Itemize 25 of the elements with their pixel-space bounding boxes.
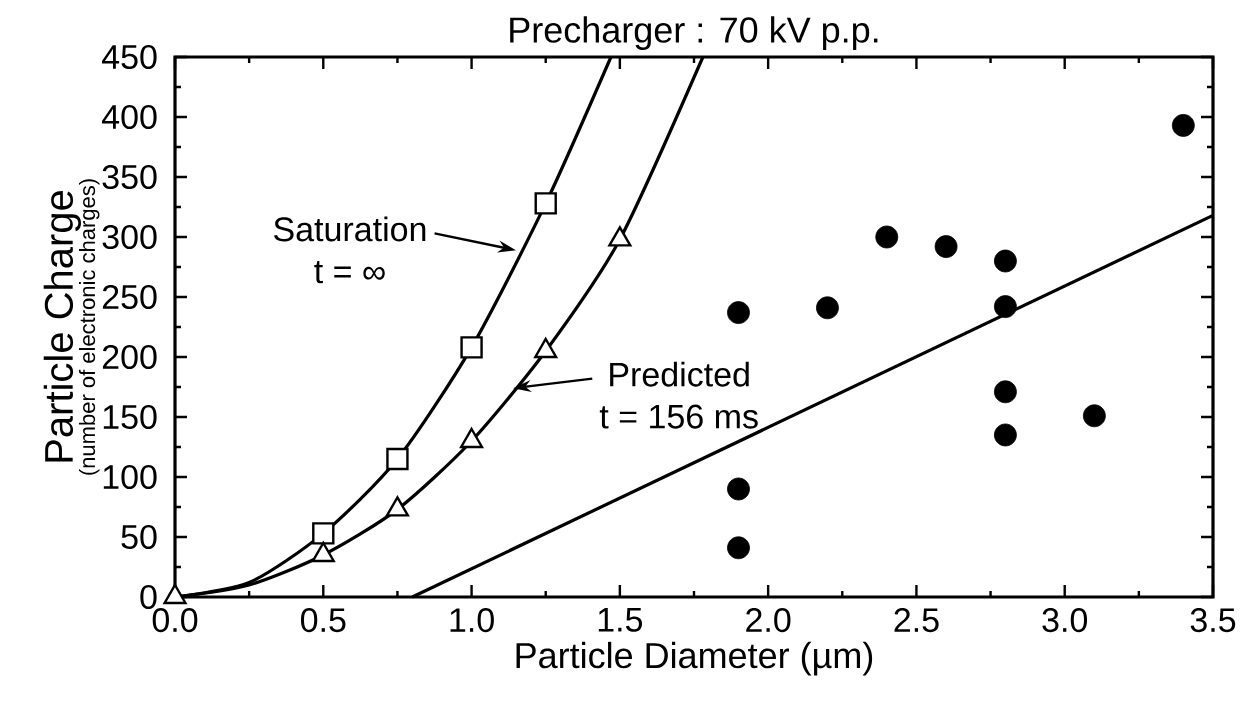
y-tick-label: 100	[103, 464, 157, 490]
x-tick-label: 0.5	[300, 608, 346, 633]
y-tick-label: 400	[102, 104, 157, 130]
x-tick-label: 2.0	[746, 608, 791, 633]
y-tick-label: 300	[102, 224, 157, 250]
x-tick-label: 2.5	[894, 608, 939, 633]
y-tick-label: 200	[102, 344, 157, 370]
chart-title: Precharger : 70 kV p.p.	[510, 16, 878, 50]
x-tick-label: 0.0	[152, 608, 198, 633]
y-tick-label: 350	[102, 164, 157, 190]
annotation: Predicted	[610, 361, 749, 387]
annotation: Saturation	[274, 216, 426, 242]
y-tick-label: 50	[121, 524, 157, 550]
y-tick-label: 0	[140, 584, 157, 610]
y-tick-label: 250	[102, 284, 157, 310]
y-tick-label: 450	[102, 44, 157, 70]
annotation: t = ∞	[314, 261, 385, 284]
x-axis-title: Particle Diameter (µm)	[516, 641, 873, 676]
text: (number of electronic charges)	[78, 179, 100, 475]
x-tick-label: 3.0	[1042, 608, 1088, 633]
x-tick-label: 1.0	[450, 608, 494, 633]
x-tick-label: 1.5	[598, 608, 643, 632]
x-tick-label: 3.5	[1190, 608, 1236, 633]
y-tick-label: 150	[103, 404, 157, 430]
annotation: t = 156 ms	[599, 404, 758, 429]
